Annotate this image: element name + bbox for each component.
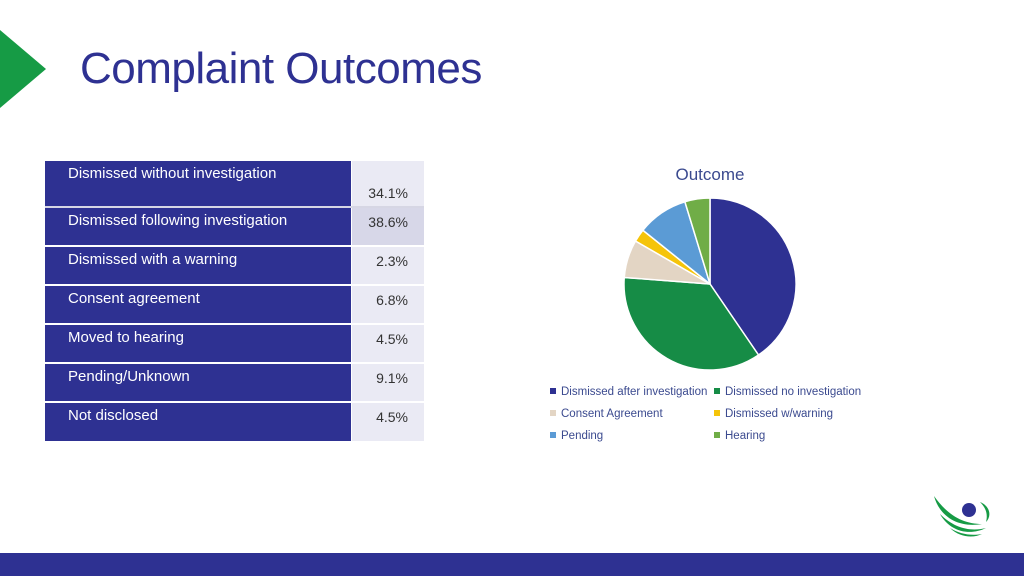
pie-slice-dismissed-no-investigation xyxy=(623,276,760,371)
table-row: Moved to hearing 4.5% xyxy=(45,324,424,364)
row-label: Dismissed without investigation xyxy=(45,161,352,208)
organization-logo-icon xyxy=(934,496,990,537)
legend-item: Dismissed w/warning xyxy=(714,408,833,420)
row-label: Moved to hearing xyxy=(45,324,352,364)
legend-swatch xyxy=(714,431,720,438)
pie-slice-hearing xyxy=(683,197,711,285)
legend-item: Dismissed no investigation xyxy=(714,386,861,398)
row-value: 38.6% xyxy=(351,207,424,247)
legend-label: Dismissed no investigation xyxy=(725,386,862,398)
table-row: Pending/Unknown 9.1% xyxy=(45,363,424,403)
table-row: Dismissed without investigation 34.1% xyxy=(45,161,424,208)
legend-swatch xyxy=(714,387,720,394)
table-row: Dismissed following investigation 38.6% xyxy=(45,207,424,247)
row-value: 2.3% xyxy=(351,246,424,286)
legend-item: Dismissed after investigation xyxy=(550,386,707,398)
row-value: 34.1% xyxy=(351,161,424,208)
row-label: Not disclosed xyxy=(45,402,352,441)
legend-item: Pending xyxy=(550,430,603,442)
page-title: Complaint Outcomes xyxy=(80,44,482,93)
row-label: Consent agreement xyxy=(45,285,352,325)
table-row: Consent agreement 6.8% xyxy=(45,285,424,325)
footer-bar xyxy=(0,553,1024,576)
row-value: 9.1% xyxy=(351,363,424,403)
row-label: Dismissed following investigation xyxy=(45,207,352,247)
legend-label: Hearing xyxy=(725,430,766,442)
table-row: Not disclosed 4.5% xyxy=(45,402,424,441)
row-value: 4.5% xyxy=(351,402,424,441)
legend-label: Dismissed w/warning xyxy=(725,408,834,420)
row-label: Dismissed with a warning xyxy=(45,246,352,286)
pie-slice-dismissed-after-investigation xyxy=(709,197,797,357)
row-value: 4.5% xyxy=(351,324,424,364)
legend-swatch xyxy=(550,409,556,416)
row-label: Pending/Unknown xyxy=(45,363,352,403)
legend-swatch xyxy=(714,409,720,416)
legend-item: Consent Agreement xyxy=(550,408,663,420)
outcomes-table: Dismissed without investigation 34.1% Di… xyxy=(45,161,424,441)
table-row: Dismissed with a warning 2.3% xyxy=(45,246,424,286)
legend-label: Consent Agreement xyxy=(561,408,663,420)
corner-arrow-icon xyxy=(0,30,46,108)
legend-label: Dismissed after investigation xyxy=(561,386,708,398)
legend-label: Pending xyxy=(561,430,604,442)
row-value: 6.8% xyxy=(351,285,424,325)
chart-title: Outcome xyxy=(675,165,745,184)
pie-chart xyxy=(623,197,797,371)
legend-item: Hearing xyxy=(714,430,765,442)
legend-swatch xyxy=(550,431,556,438)
legend-swatch xyxy=(550,387,556,394)
